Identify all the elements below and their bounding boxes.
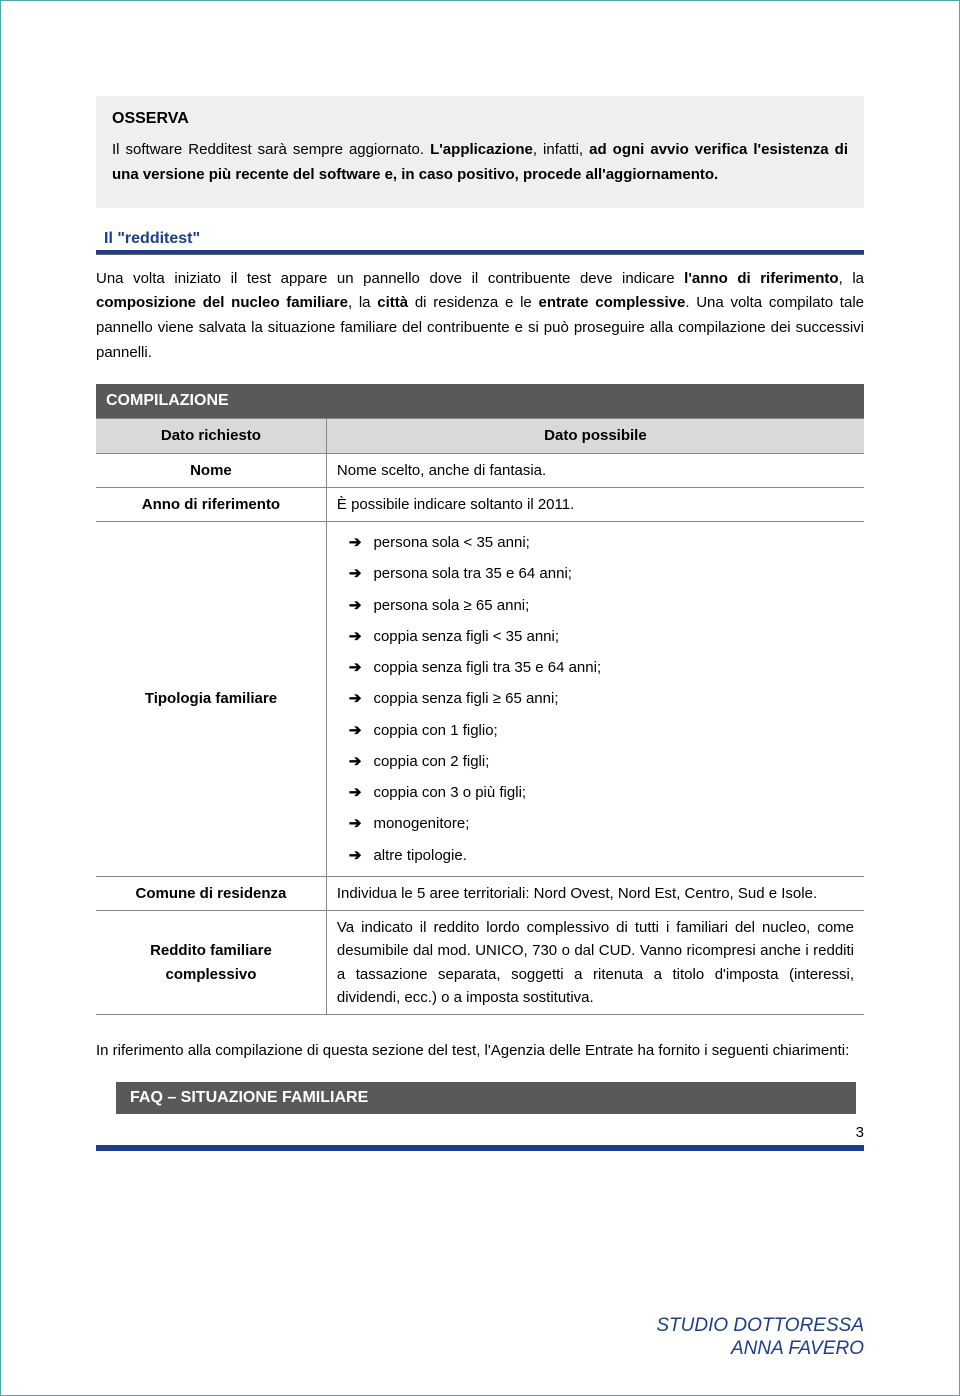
row-nome-label: Nome — [96, 453, 326, 487]
row-tipologia-label: Tipologia familiare — [96, 522, 326, 877]
row-nome-value: Nome scelto, anche di fantasia. — [326, 453, 864, 487]
sp2: , la — [839, 270, 864, 287]
osserva-p1: Il software Redditest sarà sempre aggior… — [112, 141, 430, 158]
col2-header: Dato possibile — [326, 419, 864, 453]
tipologia-list: persona sola < 35 anni; persona sola tra… — [337, 527, 854, 871]
sp4: , la — [348, 294, 377, 311]
row-anno-label: Anno di riferimento — [96, 487, 326, 521]
sp0: Una volta iniziato il test appare un pan… — [96, 270, 684, 287]
list-item: coppia senza figli tra 35 e 64 anni; — [349, 652, 854, 683]
section-heading: Il "redditest" — [96, 230, 864, 248]
row-reddito-label: Reddito familiare complessivo — [96, 911, 326, 1015]
list-item: persona sola < 35 anni; — [349, 527, 854, 558]
osserva-text: Il software Redditest sarà sempre aggior… — [112, 138, 848, 188]
osserva-box: OSSERVA Il software Redditest sarà sempr… — [96, 96, 864, 208]
list-item: coppia senza figli ≥ 65 anni; — [349, 683, 854, 714]
faq-bar: FAQ – SITUAZIONE FAMILIARE — [116, 1082, 856, 1114]
list-item: coppia con 3 o più figli; — [349, 777, 854, 808]
footer-line1: STUDIO DOTTORESSA — [656, 1314, 864, 1338]
list-item: coppia con 1 figlio; — [349, 715, 854, 746]
table-row: Reddito familiare complessivo Va indicat… — [96, 911, 864, 1015]
table-header: COMPILAZIONE — [96, 384, 864, 419]
sp6: di residenza e le — [408, 294, 538, 311]
row-comune-label: Comune di residenza — [96, 876, 326, 910]
sp5: città — [377, 294, 408, 311]
bottom-blue-rule — [96, 1145, 864, 1151]
list-item: coppia senza figli < 35 anni; — [349, 621, 854, 652]
footer: STUDIO DOTTORESSA ANNA FAVERO — [656, 1314, 864, 1362]
osserva-b1: L'applicazione — [430, 141, 533, 158]
table-subheader: Dato richiesto Dato possibile — [96, 419, 864, 453]
after-table-paragraph: In riferimento alla compilazione di ques… — [96, 1039, 864, 1064]
blue-rule — [96, 250, 864, 255]
section-paragraph: Una volta iniziato il test appare un pan… — [96, 267, 864, 366]
page-number: 3 — [96, 1124, 864, 1141]
row-tipologia-value: persona sola < 35 anni; persona sola tra… — [326, 522, 864, 877]
sp1: l'anno di riferimento — [684, 270, 838, 287]
row-reddito-value: Va indicato il reddito lordo complessivo… — [326, 911, 864, 1015]
col1-header: Dato richiesto — [96, 419, 326, 453]
footer-line2: ANNA FAVERO — [656, 1337, 864, 1361]
list-item: monogenitore; — [349, 808, 854, 839]
row-comune-value: Individua le 5 aree territoriali: Nord O… — [326, 876, 864, 910]
table-row: Comune di residenza Individua le 5 aree … — [96, 876, 864, 910]
list-item: altre tipologie. — [349, 840, 854, 871]
osserva-p2: , infatti, — [533, 141, 589, 158]
osserva-title: OSSERVA — [112, 110, 848, 128]
row-anno-value: È possibile indicare soltanto il 2011. — [326, 487, 864, 521]
table-row: Tipologia familiare persona sola < 35 an… — [96, 522, 864, 877]
list-item: persona sola tra 35 e 64 anni; — [349, 558, 854, 589]
list-item: persona sola ≥ 65 anni; — [349, 590, 854, 621]
compilazione-table: COMPILAZIONE Dato richiesto Dato possibi… — [96, 384, 864, 1016]
sp7: entrate complessive — [539, 294, 686, 311]
table-row: Anno di riferimento È possibile indicare… — [96, 487, 864, 521]
sp3: composizione del nucleo familiare — [96, 294, 348, 311]
table-row: Nome Nome scelto, anche di fantasia. — [96, 453, 864, 487]
list-item: coppia con 2 figli; — [349, 746, 854, 777]
